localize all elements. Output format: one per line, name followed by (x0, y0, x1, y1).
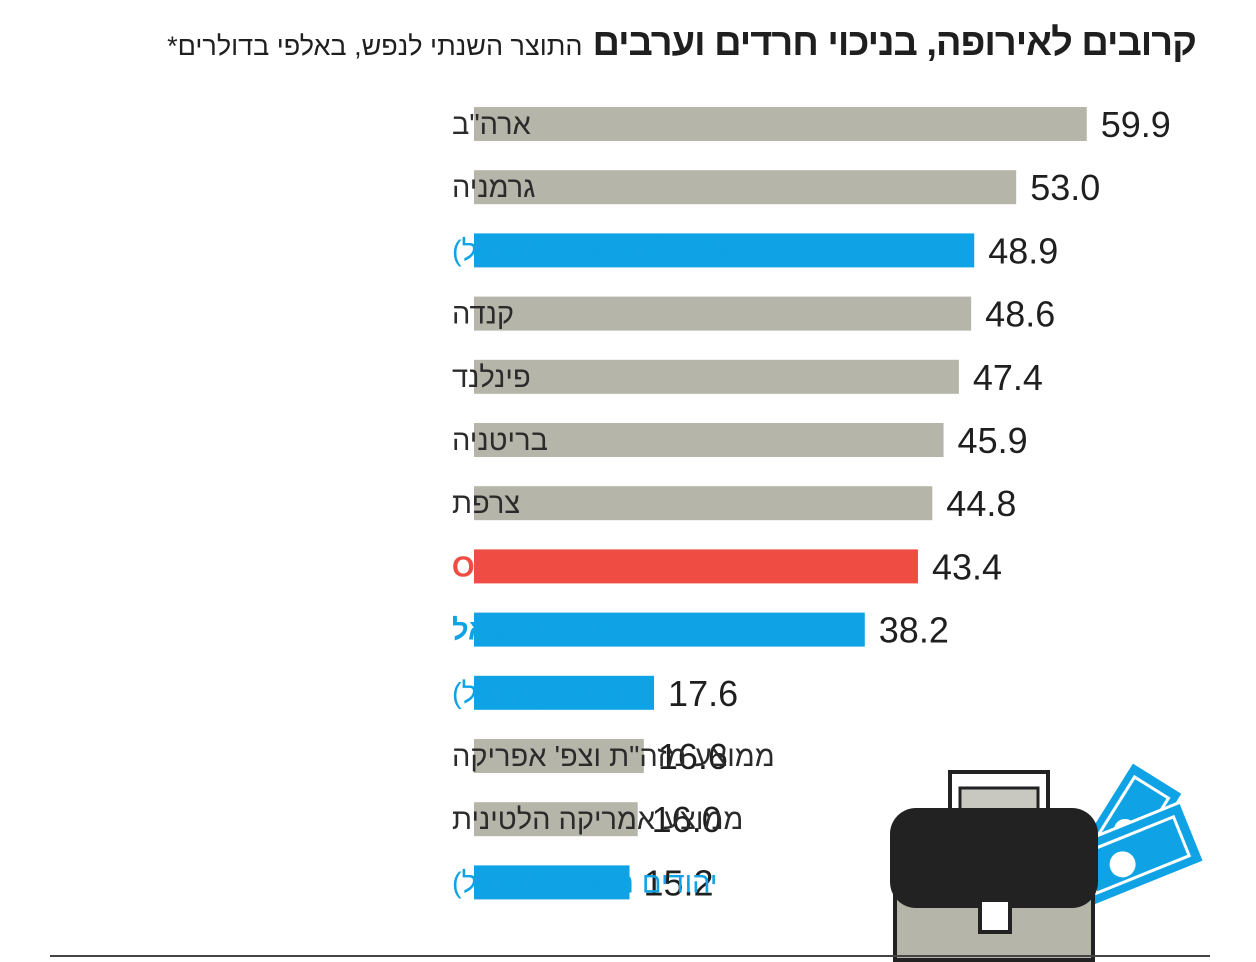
bar (474, 612, 865, 647)
category-label: צרפת (452, 488, 520, 520)
bar (474, 486, 933, 521)
value-label: 44.8 (946, 483, 1016, 524)
category-label: ממוצע ישראל (452, 615, 631, 647)
category-label: ערבים (ישראל) (452, 678, 632, 710)
category-label: ממוצע אמריקה הלטינית (452, 804, 743, 836)
value-label: 48.9 (988, 230, 1058, 271)
bar (474, 865, 630, 900)
value-label: 16.6 (658, 736, 728, 777)
value-label: 53.0 (1030, 167, 1100, 208)
value-label: 38.2 (879, 610, 949, 651)
bar (474, 739, 644, 773)
value-label: 16.0 (652, 799, 722, 840)
bar (474, 423, 944, 457)
value-label: 17.6 (668, 673, 738, 714)
value-label: 15.2 (643, 862, 713, 903)
value-label: 43.4 (932, 546, 1002, 587)
category-label: בריטניה (452, 425, 548, 457)
category-label: ממוצע OECD (452, 551, 630, 583)
bars-layer: 59.9 ארה"ב 53.0 גרמניה 48.9 יהודים לא חרדים (… (452, 104, 1171, 903)
value-label: 48.6 (985, 294, 1055, 335)
value-label: 47.4 (973, 357, 1043, 398)
category-label: ארה"ב (452, 109, 531, 141)
bar (474, 107, 1087, 141)
bar (474, 233, 975, 268)
category-label: ממוצע מזה"ת וצפ' אפריקה (452, 741, 775, 773)
bar (474, 296, 972, 331)
title-main: קרובים לאירופה, בניכוי חרדים וערבים (592, 22, 1197, 64)
bar (474, 359, 959, 394)
chart-title: קרובים לאירופה, בניכוי חרדים וערבים התוצר… (167, 22, 1197, 65)
category-label: יהודים לא חרדים (ישראל) (452, 235, 759, 267)
bar (474, 802, 638, 837)
bottom-divider (50, 955, 1210, 957)
value-label: 45.9 (958, 420, 1028, 461)
bar (474, 675, 655, 710)
category-label: קנדה (452, 299, 514, 331)
title-subtitle: התוצר השנתי לנפש, באלפי בדולרים* (167, 31, 583, 61)
category-label: פינלנד (452, 362, 531, 394)
bar (474, 549, 918, 584)
bar (474, 170, 1017, 205)
briefcase-with-money-icon (890, 759, 1207, 962)
category-label: יהודים חרדים (ישראל) (452, 867, 717, 899)
value-label: 59.9 (1101, 104, 1171, 145)
category-label: גרמניה (452, 172, 535, 204)
